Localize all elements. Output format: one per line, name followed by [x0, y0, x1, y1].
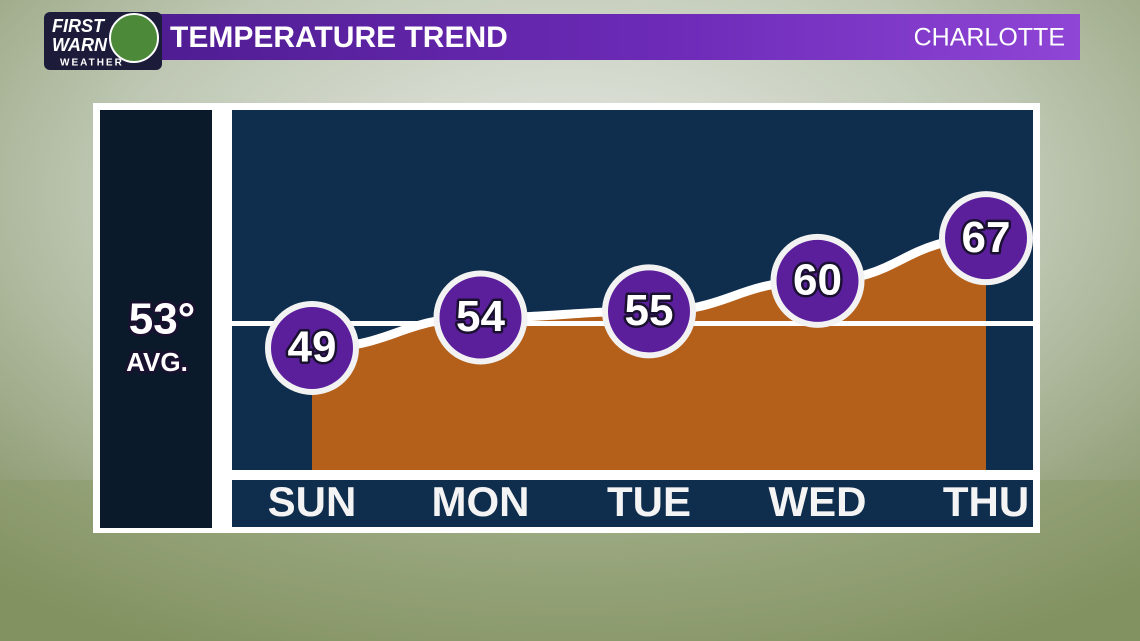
average-panel: [100, 110, 212, 528]
data-label: 49: [288, 323, 337, 372]
marker: [433, 270, 528, 365]
x-tick-label: TUE: [607, 478, 691, 525]
marker: [939, 191, 1033, 286]
marker: [770, 233, 865, 328]
chart-title: TEMPERATURE TREND: [170, 21, 508, 54]
average-value: 53°: [129, 295, 196, 344]
marker: [602, 264, 696, 359]
day-strip: [232, 480, 1033, 527]
average-label: AVG.: [126, 347, 188, 377]
logo-text: WEATHER: [60, 58, 124, 69]
logo-text: WARN: [52, 35, 108, 55]
data-label: 55: [625, 286, 674, 335]
logo-text: FIRST: [52, 16, 106, 36]
data-label: 60: [793, 255, 842, 304]
data-label: 67: [962, 213, 1011, 262]
logo-radar: [109, 13, 159, 63]
x-tick-label: WED: [769, 478, 867, 525]
x-tick-label: THU: [943, 478, 1029, 525]
x-tick-label: MON: [432, 478, 530, 525]
logo: FIRST WARN WEATHER: [44, 12, 162, 70]
x-tick-label: SUN: [268, 478, 357, 525]
header-bar: [70, 14, 1080, 60]
location: CHARLOTTE: [914, 24, 1065, 52]
data-label: 54: [456, 292, 505, 341]
marker: [265, 300, 359, 395]
